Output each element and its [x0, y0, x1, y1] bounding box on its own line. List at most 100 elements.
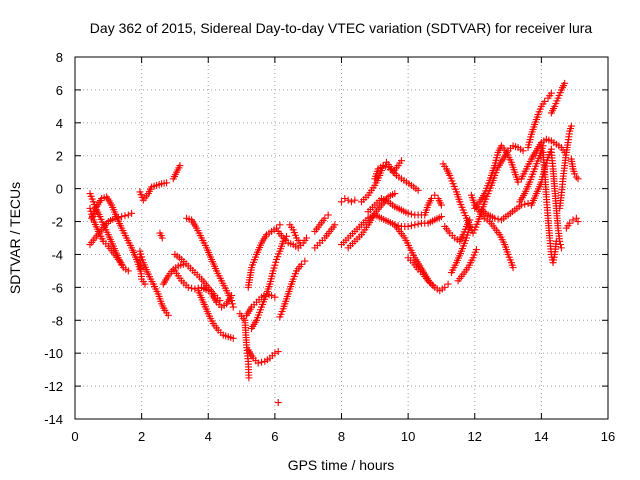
y-tick-label: 6: [56, 83, 63, 98]
data-point: [411, 221, 419, 229]
x-tick-label: 10: [401, 429, 415, 444]
series-track-26: [311, 221, 339, 252]
data-point: [574, 175, 582, 183]
data-point: [184, 283, 192, 291]
y-tick-label: 0: [56, 182, 63, 197]
data-point: [404, 222, 412, 230]
series-track-25: [311, 211, 332, 235]
data-point: [128, 209, 136, 217]
series-track-43: [477, 199, 532, 224]
data-point: [271, 349, 279, 357]
data-point: [344, 196, 352, 204]
data-point: [569, 216, 577, 224]
data-point: [274, 399, 282, 407]
series-track-17: [241, 316, 253, 382]
data-point: [404, 209, 412, 217]
data-point: [191, 285, 199, 293]
y-axis-title: SDTVAR / TECUs: [7, 182, 23, 294]
data-points: [86, 79, 582, 407]
data-point: [124, 211, 132, 219]
series-track-38: [454, 246, 480, 285]
series-track-20: [248, 232, 291, 332]
series-track-41: [471, 142, 522, 212]
series-track-49: [556, 122, 575, 212]
data-point: [239, 315, 247, 323]
data-point: [141, 280, 149, 288]
y-tick-label: -2: [51, 215, 63, 230]
y-tick-label: 4: [56, 116, 63, 131]
series-track-7: [169, 162, 184, 183]
series-track-18: [244, 346, 282, 367]
data-point: [391, 190, 399, 198]
data-point: [441, 283, 449, 291]
data-point: [229, 303, 237, 311]
data-point: [509, 264, 517, 272]
chart-title: Day 362 of 2015, Sidereal Day-to-day VTE…: [90, 20, 593, 36]
y-tick-label: -4: [51, 247, 63, 262]
data-point: [121, 212, 129, 220]
data-point: [466, 216, 474, 224]
data-point: [271, 293, 279, 301]
data-point: [228, 292, 236, 300]
y-tick-label: -14: [44, 412, 63, 427]
data-point: [561, 79, 569, 87]
data-point: [164, 311, 172, 319]
series-track-15: [208, 290, 236, 311]
data-point: [324, 211, 332, 219]
series-track-37: [441, 216, 474, 245]
x-tick-label: 16: [601, 429, 615, 444]
data-point: [124, 267, 132, 275]
data-point: [491, 214, 499, 222]
data-point: [254, 359, 262, 367]
gridlines: [75, 57, 608, 419]
series-track-45: [524, 89, 555, 151]
data-point: [188, 284, 196, 292]
data-point: [414, 186, 422, 194]
data-point: [547, 89, 555, 97]
data-point: [204, 287, 212, 295]
data-point: [351, 196, 359, 204]
data-point: [321, 214, 329, 222]
y-tick-labels: -14 -12 -10 -8 -6 -4 -2 0 2 4 6 8: [44, 50, 63, 427]
data-point: [338, 198, 345, 206]
data-point: [407, 222, 415, 230]
data-point: [571, 170, 579, 178]
data-point: [229, 334, 237, 342]
series-track-19: [244, 221, 284, 291]
series-track-33: [391, 221, 452, 295]
data-point: [566, 219, 574, 227]
data-point: [407, 210, 415, 218]
series-track-13: [183, 214, 237, 311]
axis-ticks: [74, 56, 609, 420]
x-tick-label: 0: [71, 429, 78, 444]
y-tick-label: 2: [56, 149, 63, 164]
data-point: [296, 239, 304, 247]
series-track-52: [516, 142, 547, 206]
series-track-9: [136, 254, 149, 288]
data-point: [567, 122, 575, 130]
data-point: [466, 222, 474, 230]
data-point: [163, 179, 171, 187]
series-track-27: [338, 211, 445, 249]
data-point: [494, 215, 502, 223]
series-track-23: [286, 221, 304, 247]
data-point: [429, 282, 437, 290]
y-tick-label: -12: [44, 379, 63, 394]
data-point: [341, 195, 349, 203]
data-point: [514, 178, 522, 186]
data-point: [245, 374, 253, 382]
series-track-22: [274, 227, 311, 252]
y-tick-label: -6: [51, 280, 63, 295]
data-point: [521, 200, 529, 208]
data-point: [572, 173, 580, 181]
x-tick-label: 14: [534, 429, 548, 444]
x-tick-label: 8: [338, 429, 345, 444]
data-point: [176, 162, 184, 170]
data-point: [431, 191, 439, 199]
series-track-50: [567, 155, 582, 183]
series-track-39: [447, 222, 474, 277]
series-track-32: [371, 157, 405, 183]
series-track-10: [159, 260, 187, 288]
data-point: [276, 221, 284, 229]
